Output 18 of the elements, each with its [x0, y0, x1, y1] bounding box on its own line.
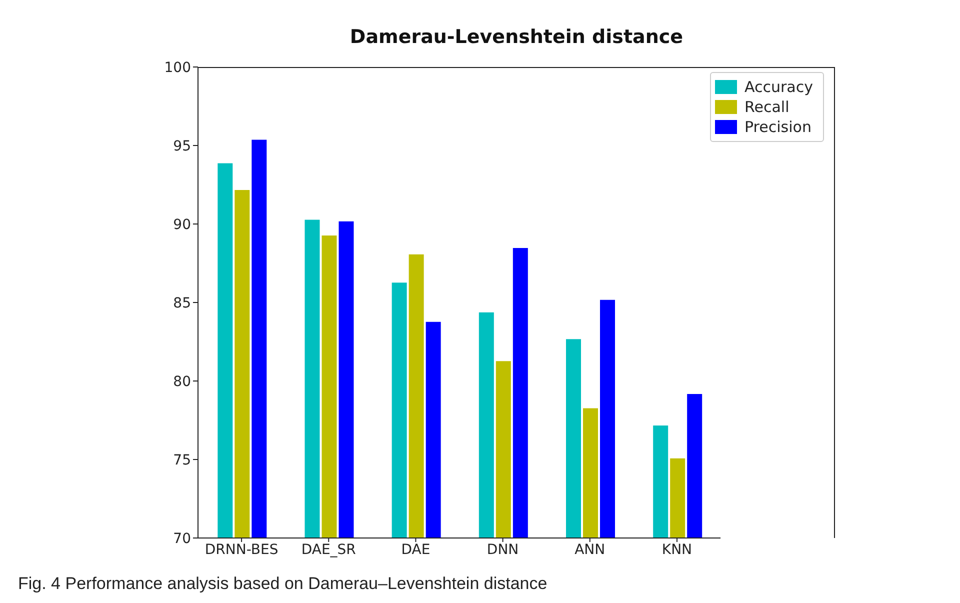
legend-label: Precision [744, 117, 812, 137]
x-tick-label: DAE_SR [301, 542, 356, 558]
x-tick-label: ANN [574, 542, 606, 558]
chart-title: Damerau-Levenshtein distance [348, 26, 684, 48]
y-tick-label: 75 [173, 452, 191, 468]
y-tick-label: 100 [164, 60, 191, 76]
legend-label: Accuracy [744, 77, 813, 97]
y-tick-label: 95 [173, 138, 191, 154]
y-tick-label: 80 [173, 374, 191, 390]
x-tick-label: DNN [486, 542, 519, 558]
x-tick-label: KNN [662, 542, 692, 558]
legend-label: Recall [744, 97, 790, 117]
x-tick-label: DAE [401, 542, 430, 558]
y-tick-label: 85 [173, 295, 191, 312]
caption: Fig. 4 Performance analysis based on Damerau–Levenshtein distance [18, 574, 548, 594]
y-tick-label: 90 [173, 216, 191, 233]
x-tick-label: DRNN-BES [204, 542, 278, 558]
y-tick-label: 70 [173, 530, 191, 547]
